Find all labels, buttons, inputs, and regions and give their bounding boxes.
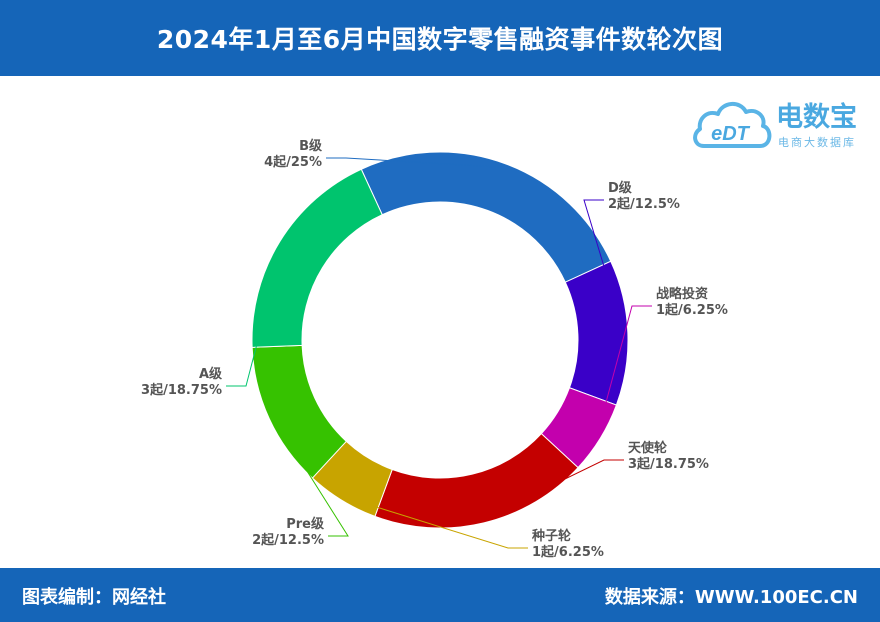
slice-label-2: 战略投资 [656, 286, 708, 302]
leader-line-0 [326, 157, 504, 168]
logo-mark: eDT [711, 123, 751, 145]
slice-label-6: A级 [199, 366, 223, 382]
slice-value-6: 3起/18.75% [141, 382, 222, 398]
donut-chart: B级4起/25%D级2起/12.5%战略投资1起/6.25%天使轮3起/18.7… [141, 138, 728, 560]
slice-value-2: 1起/6.25% [656, 302, 728, 318]
leader-line-6 [226, 243, 284, 387]
slice-value-1: 2起/12.5% [608, 196, 680, 212]
slice-label-5: Pre级 [286, 516, 325, 532]
logo-subtitle: 电商大数据库 [778, 135, 856, 149]
logo-brand: 电数宝 [776, 101, 857, 133]
footer-source: 数据来源：WWW.100EC.CN [604, 587, 858, 608]
page-title: 2024年1月至6月中国数字零售融资事件数轮次图 [0, 0, 880, 76]
donut-slice-3 [374, 432, 579, 529]
slices-layer [251, 151, 629, 529]
leader-line-5 [272, 416, 349, 537]
chart-area: B级 4起/25% D级 2起/12.5% 战略投资 1起/6.25% 天使轮 3起/18.7… [0, 76, 880, 568]
slice-label-3: 天使轮 [628, 440, 667, 456]
leader-line-1 [583, 199, 625, 333]
slice-value-5: 2起/12.5% [252, 532, 324, 548]
footer-bar: 图表编制：网经社 数据来源：WWW.100EC.CN [0, 568, 880, 622]
slice-value-0: 4起/25% [264, 154, 322, 170]
donut-slice-0 [360, 151, 612, 283]
donut-slice-6 [251, 168, 383, 348]
slice-value-3: 3起/18.75% [628, 456, 709, 472]
slice-value-4: 1起/6.25% [532, 544, 604, 560]
slice-label-0: B级 [299, 138, 323, 154]
leader-line-4 [343, 496, 528, 549]
brand-logo: eDT 电数宝 电商大数据库 [690, 84, 870, 154]
slice-label-1: D级 [608, 180, 633, 196]
labels-layer: B级4起/25%D级2起/12.5%战略投资1起/6.25%天使轮3起/18.7… [141, 138, 728, 560]
cloud-icon [693, 102, 772, 148]
footer-editor: 图表编制：网经社 [22, 587, 166, 608]
donut-slice-1 [564, 260, 629, 406]
leader-line-3 [482, 459, 624, 520]
leader-line-2 [596, 305, 652, 437]
slice-label-4: 种子轮 [531, 528, 571, 544]
